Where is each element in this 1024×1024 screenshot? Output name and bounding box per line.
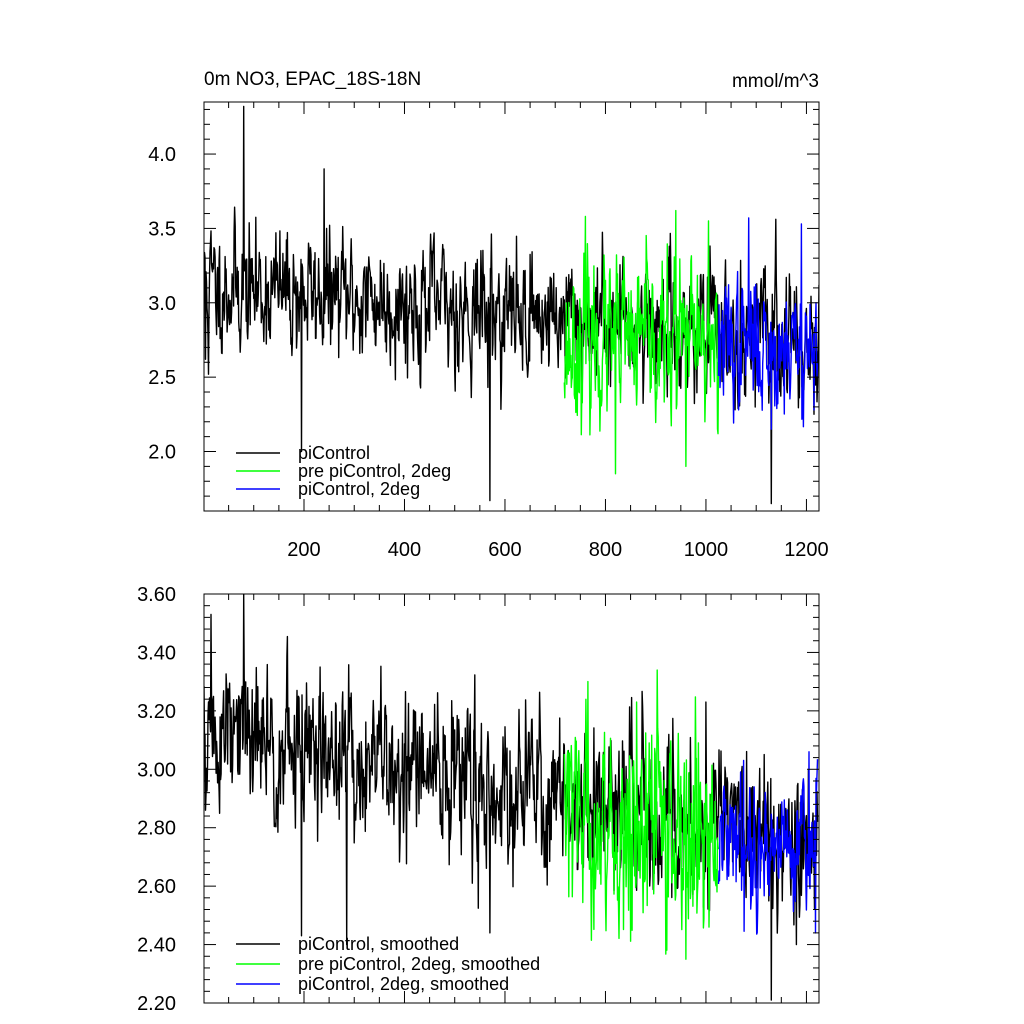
series-line-picontrol-2deg <box>717 751 819 935</box>
legend-label: piControl, 2deg <box>298 479 420 499</box>
bottom-axis-ticks: 2.20 2.40 2.60 2.80 3.00 3.20 3.40 3.60 <box>137 584 819 1015</box>
series-line-pre-picontrol-2deg <box>563 209 720 475</box>
x-tick-label: 1000 <box>684 539 729 561</box>
x-tick-label: 600 <box>488 539 521 561</box>
x-tick-label: 200 <box>287 539 320 561</box>
y-tick-label: 3.40 <box>137 642 176 664</box>
y-tick-label: 2.40 <box>137 935 176 957</box>
x-tick-label: 800 <box>589 539 622 561</box>
y-tick-label: 4.0 <box>148 144 176 166</box>
bottom-plot-area <box>204 594 819 1001</box>
bottom-panel: 2.20 2.40 2.60 2.80 3.00 3.20 3.40 3.60 piContr… <box>137 584 820 1015</box>
y-tick-label: 2.80 <box>137 818 176 840</box>
top-plot-frame <box>203 101 820 512</box>
top-axis-ticks: 200 400 600 800 1000 1200 2.0 2.5 3.0 3.5 4.0 <box>148 102 829 561</box>
bottom-plot-frame <box>203 593 820 1004</box>
y-tick-label: 3.60 <box>137 584 176 606</box>
series-line-picontrol <box>204 594 819 1001</box>
top-panel-title: 0m NO3, EPAC_18S-18N <box>204 69 421 90</box>
legend-label: pre piControl, 2deg <box>298 461 451 481</box>
series-line-pre-picontrol-2deg <box>563 669 720 960</box>
y-tick-label: 2.5 <box>148 367 176 389</box>
y-tick-label: 3.00 <box>137 759 176 781</box>
top-plot-area <box>204 105 819 505</box>
x-tick-label: 400 <box>388 539 421 561</box>
y-tick-label: 3.0 <box>148 293 176 315</box>
top-panel-units: mmol/m^3 <box>732 71 819 92</box>
y-tick-label: 2.60 <box>137 876 176 898</box>
legend-label: piControl, smoothed <box>298 934 459 954</box>
legend-label: piControl <box>298 443 370 463</box>
y-tick-label: 3.20 <box>137 701 176 723</box>
series-line-picontrol-2deg <box>717 217 819 430</box>
y-tick-label: 3.5 <box>148 218 176 240</box>
top-panel: 0m NO3, EPAC_18S-18N mmol/m^3 200 400 600 8… <box>148 69 829 561</box>
legend-label: piControl, 2deg, smoothed <box>298 974 509 994</box>
legend-label: pre piControl, 2deg, smoothed <box>298 954 540 974</box>
y-tick-label: 2.20 <box>137 993 176 1015</box>
x-tick-label: 1200 <box>784 539 829 561</box>
y-tick-label: 2.0 <box>148 442 176 464</box>
